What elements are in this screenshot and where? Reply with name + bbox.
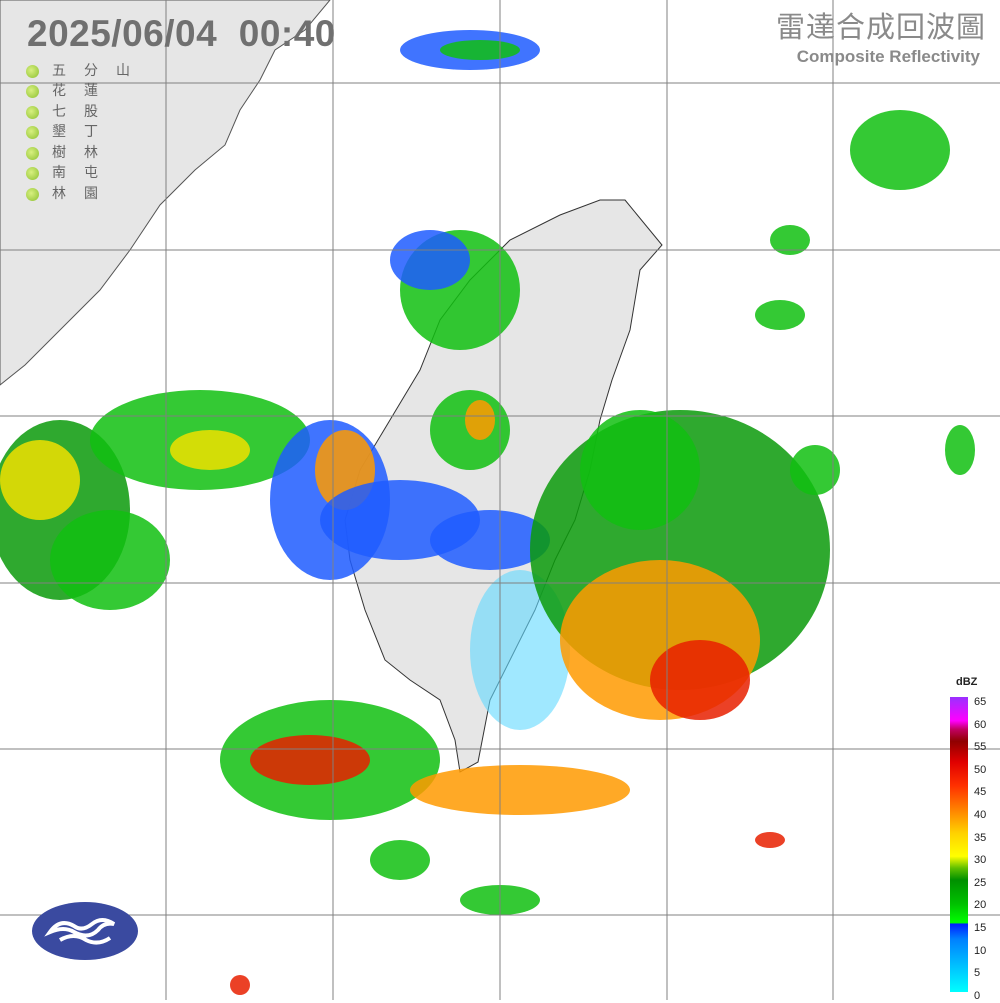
echo-cell bbox=[790, 445, 840, 495]
echo-cell bbox=[770, 225, 810, 255]
echo-cell bbox=[755, 300, 805, 330]
echo-cell bbox=[170, 430, 250, 470]
status-dot-icon bbox=[26, 105, 39, 119]
station-item: 林園 bbox=[26, 184, 148, 205]
legend-tick: 65 bbox=[974, 696, 987, 708]
map-title-en: Composite Reflectivity bbox=[796, 47, 980, 66]
legend-unit: dBZ bbox=[956, 676, 978, 688]
logo-cloud-icon bbox=[44, 918, 116, 945]
map-title-zh: 雷達合成回波圖 bbox=[775, 10, 986, 44]
echo-cell bbox=[410, 765, 630, 815]
station-item: 五分山 bbox=[26, 61, 148, 82]
legend-tick: 15 bbox=[974, 922, 987, 934]
station-item: 墾丁 bbox=[26, 123, 148, 144]
echo-cell bbox=[370, 840, 430, 880]
echo-cell bbox=[250, 735, 370, 785]
legend-tick: 25 bbox=[974, 876, 987, 889]
legend-color-bar bbox=[950, 697, 968, 992]
station-item: 七股 bbox=[26, 102, 148, 123]
echo-cell bbox=[230, 975, 250, 995]
legend-tick: 5 bbox=[974, 967, 981, 980]
echo-cell bbox=[650, 640, 750, 720]
legend-tick: 50 bbox=[974, 763, 987, 776]
legend-tick: 45 bbox=[974, 786, 987, 799]
radar-echoes bbox=[0, 30, 975, 995]
legend-tick: 35 bbox=[974, 831, 987, 844]
legend-tick: 10 bbox=[974, 944, 987, 957]
echo-cell bbox=[465, 400, 495, 440]
station-item: 樹林 bbox=[26, 143, 148, 164]
echo-cell bbox=[440, 40, 520, 60]
status-dot-icon bbox=[26, 64, 39, 78]
echo-cell bbox=[0, 440, 80, 520]
echo-cell bbox=[945, 425, 975, 475]
echo-cell bbox=[50, 510, 170, 610]
status-dot-icon bbox=[26, 167, 39, 181]
legend-tick: 30 bbox=[974, 854, 987, 867]
legend-tick: 55 bbox=[974, 741, 987, 754]
status-dot-icon bbox=[26, 187, 39, 201]
timestamp: 2025/06/04 00:40 bbox=[27, 13, 336, 54]
echo-cell bbox=[850, 110, 950, 190]
cwa-logo bbox=[32, 902, 138, 960]
legend-tick: 20 bbox=[974, 899, 987, 912]
echo-cell bbox=[580, 410, 700, 530]
legend-tick: 0 bbox=[974, 989, 981, 1002]
station-item: 南屯 bbox=[26, 164, 148, 185]
echo-cell bbox=[755, 832, 785, 848]
legend-tick: 60 bbox=[974, 718, 987, 731]
legend-tick: 40 bbox=[974, 809, 987, 821]
china-coast bbox=[0, 0, 331, 386]
status-dot-icon bbox=[26, 146, 39, 160]
echo-cell bbox=[390, 230, 470, 290]
radar-station-list: 五分山 花蓮 七股 墾丁 樹林 南屯 林園 bbox=[26, 61, 148, 205]
status-dot-icon bbox=[26, 126, 39, 140]
station-item: 花蓮 bbox=[26, 82, 148, 103]
echo-cell bbox=[430, 510, 550, 570]
status-dot-icon bbox=[26, 85, 39, 99]
